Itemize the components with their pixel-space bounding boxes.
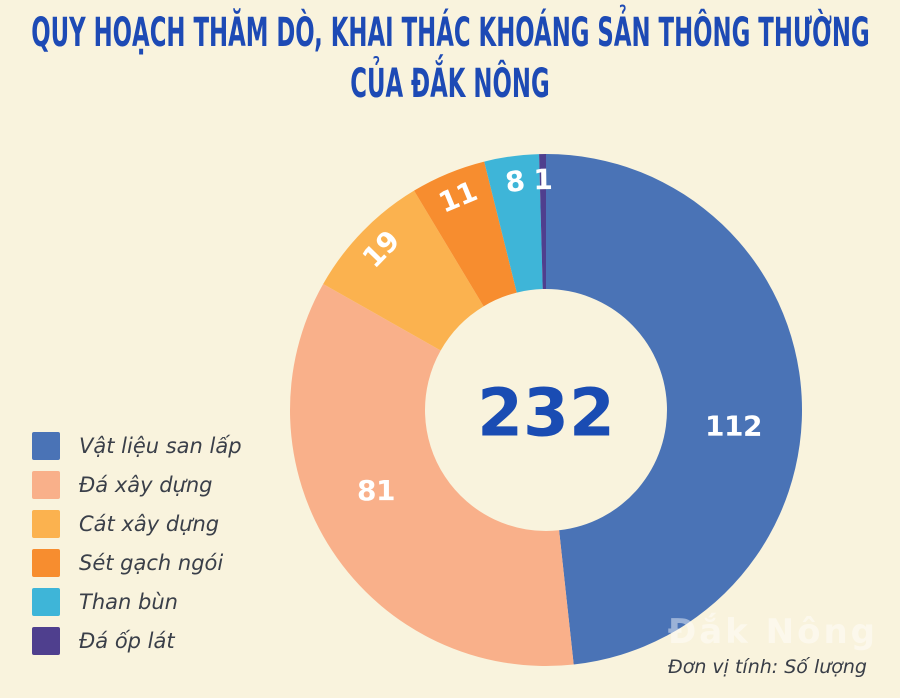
legend-item-3: Cát xây dựng <box>32 510 242 538</box>
slice-value-label: 1 <box>533 163 552 196</box>
legend-swatch <box>32 471 60 499</box>
legend-label: Than bùn <box>79 590 178 614</box>
legend-item-4: Sét gạch ngói <box>32 549 242 577</box>
donut-slice-4 <box>414 161 517 307</box>
slice-value-label: 112 <box>705 410 762 443</box>
donut-slice-2 <box>290 284 574 667</box>
legend-swatch <box>32 627 60 655</box>
legend-swatch <box>32 549 60 577</box>
legend-item-2: Đá xây dựng <box>32 471 242 499</box>
watermark: Đắk Nông <box>667 612 878 652</box>
slice-value-label: 8 <box>503 164 526 199</box>
donut-slice-6 <box>539 153 546 290</box>
legend-item-1: Vật liệu san lấp <box>32 432 242 460</box>
legend-label: Sét gạch ngói <box>79 551 224 575</box>
legend-label: Vật liệu san lấp <box>79 434 242 458</box>
legend-swatch <box>32 432 60 460</box>
total-value: 232 <box>477 374 615 452</box>
page-title: QUY HOẠCH THĂM DÒ, KHAI THÁC KHOÁNG SẢN … <box>0 8 900 110</box>
legend-label: Đá ốp lát <box>79 629 175 653</box>
legend: Vật liệu san lấp Đá xây dựng Cát xây dựng S… <box>32 432 242 666</box>
legend-label: Đá xây dựng <box>79 473 213 497</box>
donut-slice-1 <box>546 154 803 665</box>
page-title-line-1: QUY HOẠCH THĂM DÒ, KHAI THÁC KHOÁNG SẢN … <box>30 10 870 56</box>
legend-swatch <box>32 510 60 538</box>
donut-slice-3 <box>323 190 484 351</box>
donut-slice-5 <box>484 154 543 293</box>
legend-item-6: Đá ốp lát <box>32 627 242 655</box>
page-title-line-2: CỦA ĐẮK NÔNG <box>350 61 550 107</box>
unit-note: Đơn vị tính: Số lượng <box>667 656 867 678</box>
slice-value-label: 81 <box>357 474 395 507</box>
legend-swatch <box>32 588 60 616</box>
legend-item-5: Than bùn <box>32 588 242 616</box>
legend-label: Cát xây dựng <box>79 512 220 536</box>
